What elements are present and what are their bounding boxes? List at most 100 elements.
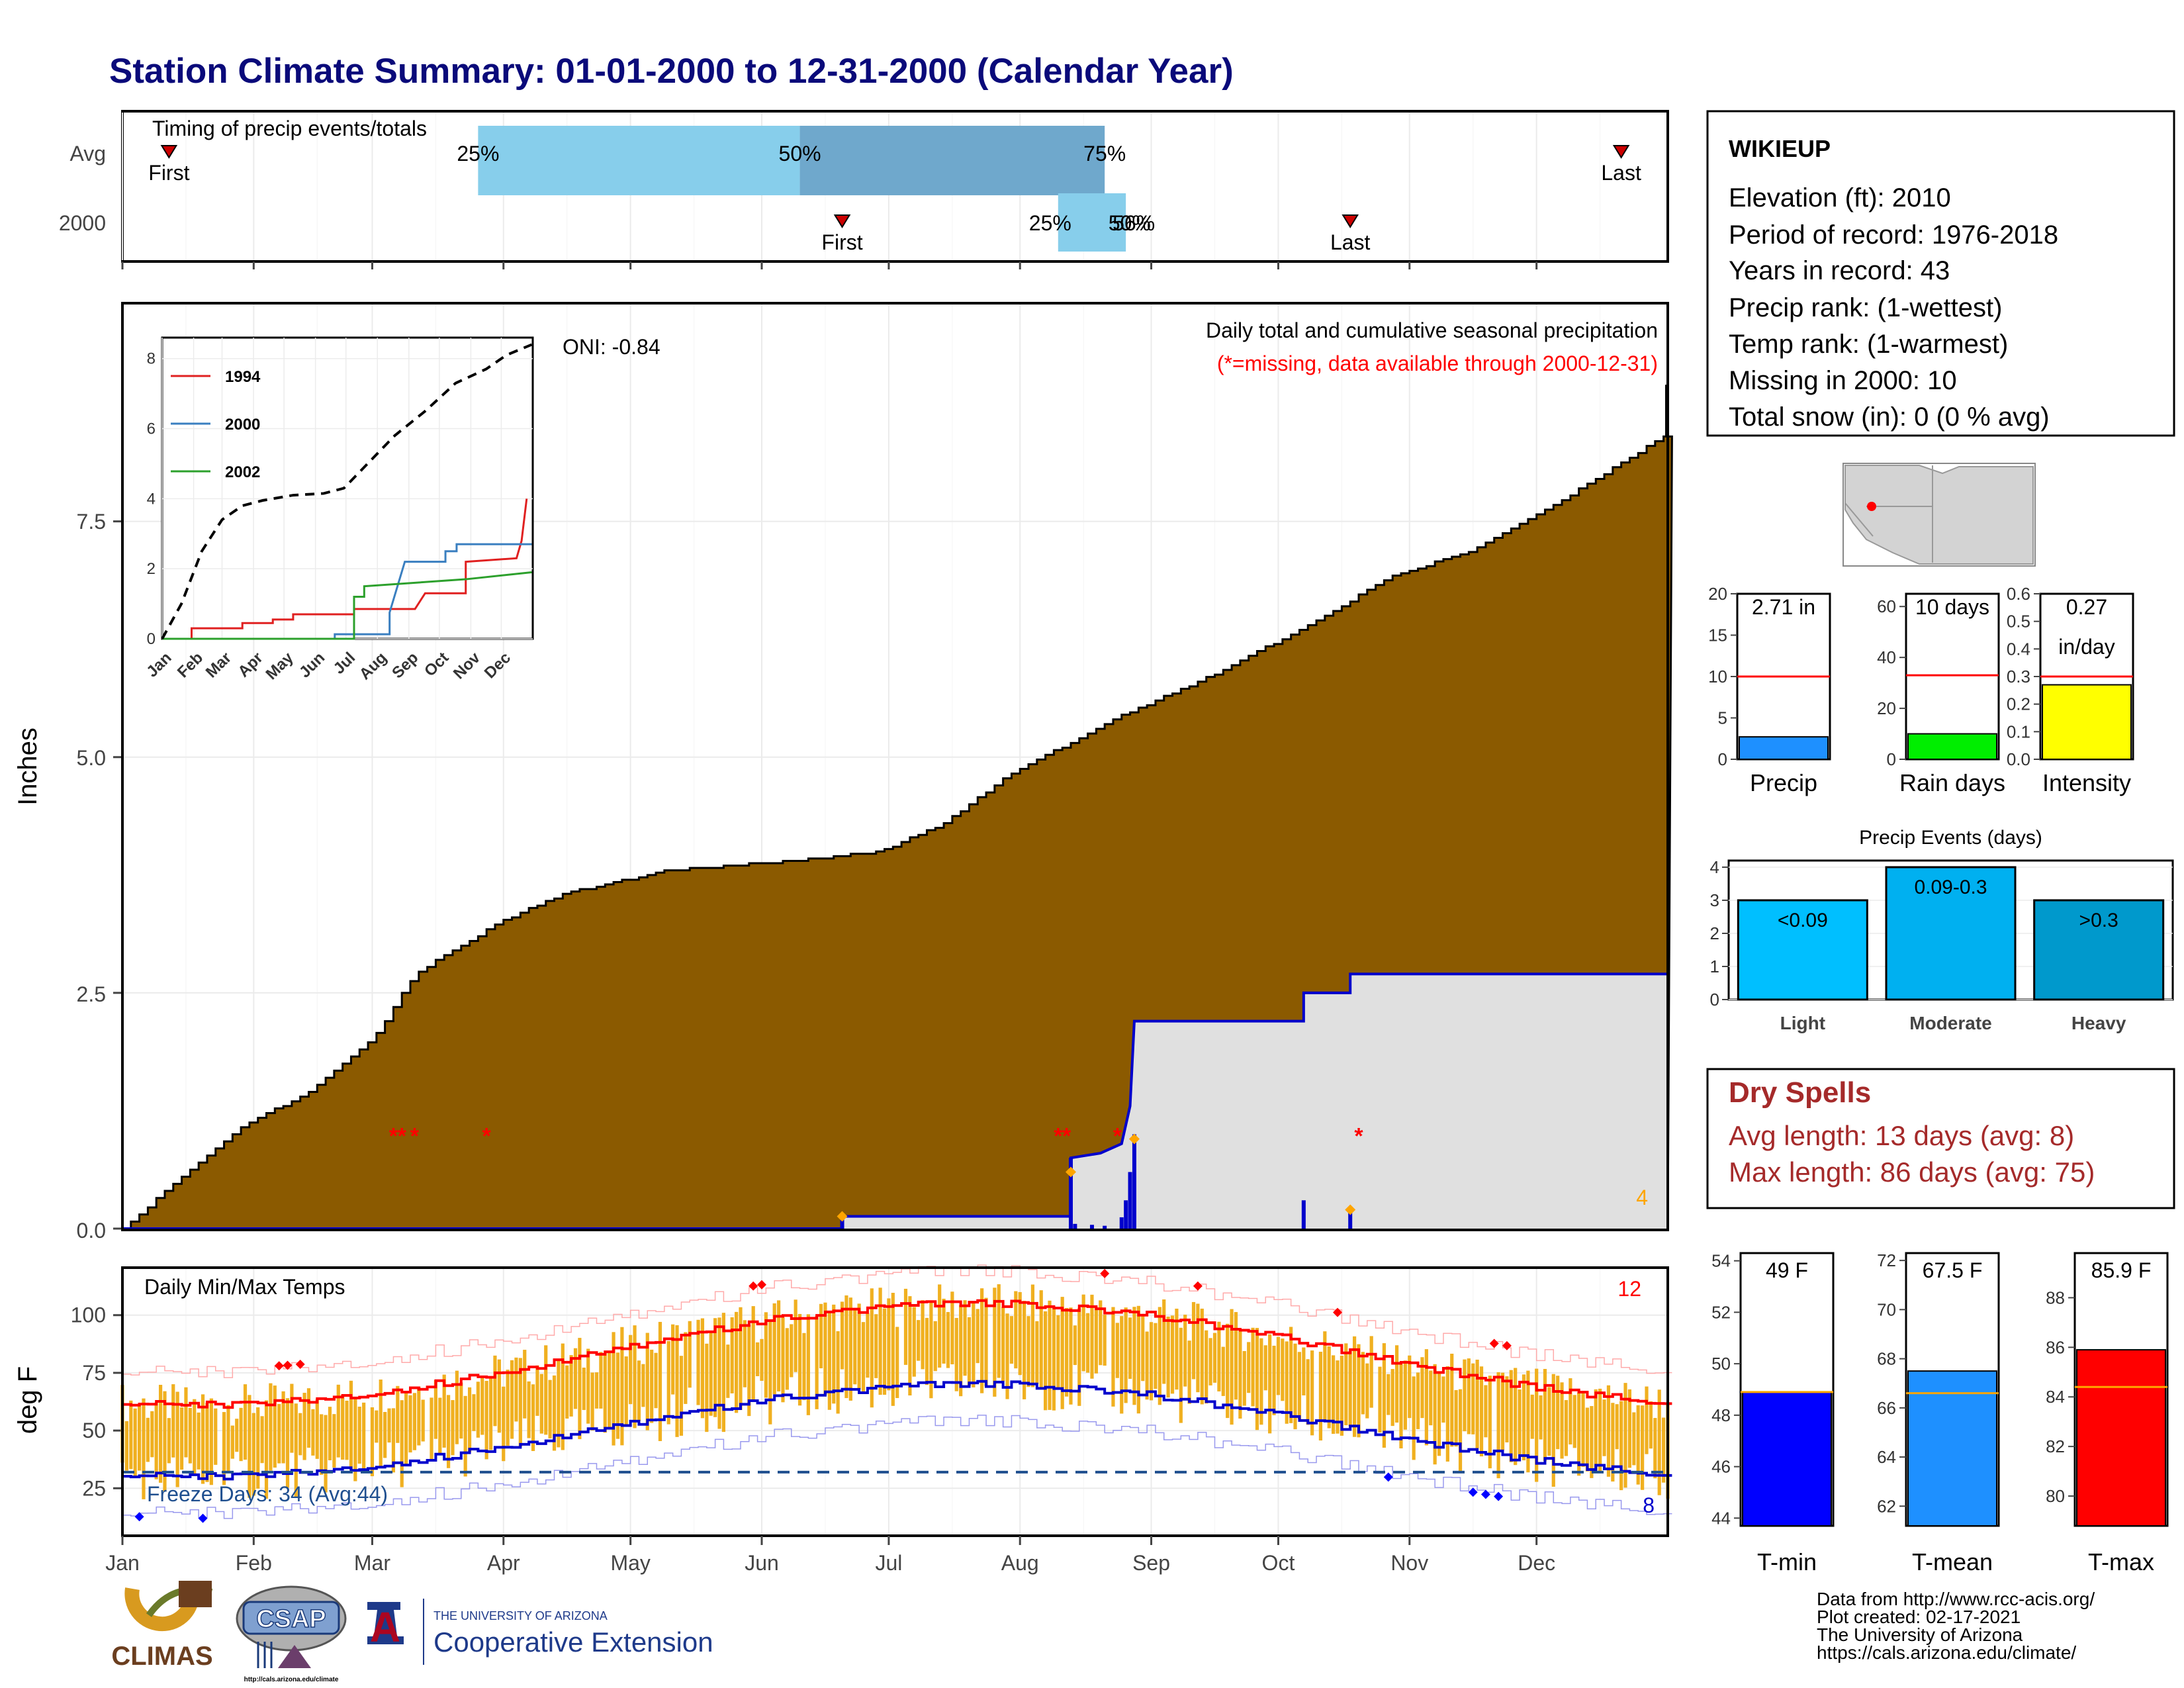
daily-temp-bar [705, 1343, 709, 1432]
credit-line-3: https://cals.arizona.edu/climate/ [1817, 1642, 2076, 1663]
daily-temp-bar [688, 1321, 692, 1388]
daily-temp-bar [1327, 1346, 1331, 1429]
temps-ytick-label: 25 [82, 1476, 106, 1500]
daily-temp-bar [819, 1303, 823, 1369]
daily-temp-bar [1310, 1350, 1314, 1436]
daily-precip-bar [1119, 1217, 1124, 1229]
daily-temp-bar [1026, 1316, 1030, 1387]
timing-2000-last-label: Last [1330, 230, 1371, 254]
daily-temp-bar [1056, 1315, 1060, 1388]
daily-temp-bar [1179, 1327, 1183, 1423]
daily-temp-bar [917, 1320, 921, 1361]
summary-bar-fill [2042, 684, 2132, 760]
daily-temp-bar [1030, 1284, 1035, 1387]
daily-temp-bar [1318, 1352, 1323, 1441]
timing-2000-last-marker [1342, 214, 1359, 228]
summary-bar-tick-label: 20 [1708, 584, 1727, 604]
daily-temp-bar [929, 1301, 933, 1399]
dry-spells-title: Dry Spells [1729, 1076, 1871, 1109]
month-label: Apr [487, 1551, 520, 1575]
daily-temp-bar [790, 1324, 794, 1378]
daily-temp-bar [1641, 1405, 1645, 1490]
daily-temp-bar [751, 1306, 755, 1400]
temps-ylabel: deg F [13, 1366, 42, 1434]
daily-temp-bar [772, 1303, 776, 1395]
daily-temp-bar [467, 1387, 472, 1452]
daily-temp-bar [925, 1317, 929, 1385]
daily-temp-bar [201, 1394, 205, 1484]
daily-temp-bar [650, 1349, 654, 1423]
ua-big-text: Cooperative Extension [433, 1626, 713, 1658]
daily-temp-bar [735, 1311, 739, 1413]
daily-temp-bar [1136, 1305, 1140, 1414]
temp-bar-tick-label: 52 [1711, 1302, 1731, 1322]
daily-temp-bar [755, 1342, 760, 1376]
daily-temp-bar [984, 1297, 988, 1387]
daily-temp-bar [154, 1402, 158, 1479]
record-high-marker [749, 1281, 758, 1291]
daily-temp-bar [1539, 1395, 1543, 1440]
inset-ytick-label: 2 [147, 560, 156, 578]
station-line-1: Period of record: 1976-2018 [1729, 220, 2058, 250]
daily-temp-bar [548, 1380, 552, 1438]
daily-temp-bar [942, 1298, 946, 1364]
daily-temp-bar [235, 1419, 239, 1452]
temp-bar-tick-label: 44 [1711, 1508, 1731, 1528]
daily-temp-bar [1200, 1308, 1204, 1405]
daily-temp-bar [171, 1384, 175, 1458]
daily-temp-bar [823, 1302, 827, 1395]
daily-temp-bar [1416, 1372, 1420, 1429]
temps-count-max: 12 [1617, 1277, 1641, 1301]
daily-temp-bar [1103, 1315, 1107, 1366]
daily-precip-bar [1128, 1172, 1132, 1229]
daily-temp-bar [430, 1397, 433, 1460]
temps-title: Daily Min/Max Temps [144, 1275, 345, 1299]
events-bar-label: <0.09 [1778, 910, 1828, 931]
daily-temp-bar [1636, 1405, 1640, 1485]
temp-bar-label: T-max [2088, 1548, 2154, 1575]
daily-temp-bar [514, 1357, 518, 1422]
daily-temp-bar [709, 1333, 713, 1416]
record-low-marker [1383, 1472, 1393, 1482]
record-low-marker [1468, 1487, 1478, 1497]
events-bar [2033, 899, 2165, 1001]
summary-bar-value: 10 days [1915, 595, 1989, 619]
daily-temp-bar [264, 1400, 269, 1499]
daily-precip-bar [1348, 1209, 1353, 1229]
daily-temp-bar [1585, 1407, 1590, 1472]
daily-temp-bar [1306, 1359, 1310, 1425]
daily-temp-bar [1627, 1389, 1632, 1468]
daily-temp-bar [675, 1325, 679, 1437]
timing-avg-last-label: Last [1601, 161, 1641, 185]
event-marker [1345, 1204, 1356, 1215]
summary-bar-tick-label: 0 [1887, 749, 1896, 769]
events-category-label: Heavy [2071, 1013, 2126, 1033]
daily-temp-bar [1369, 1336, 1373, 1408]
daily-temp-bar [781, 1317, 785, 1403]
daily-temp-bar [641, 1364, 645, 1407]
daily-temp-bar [239, 1407, 243, 1462]
temps-count-min: 8 [1643, 1493, 1655, 1517]
daily-temp-bar [1158, 1307, 1161, 1405]
daily-temp-bar [1454, 1389, 1458, 1447]
daily-temp-bar [1035, 1321, 1039, 1384]
daily-precip-bar [1089, 1225, 1094, 1229]
summary-bar-tick-label: 0.0 [2007, 749, 2030, 769]
daily-temp-bar [776, 1300, 781, 1391]
daily-temp-bar [1348, 1351, 1352, 1427]
daily-temp-bar [967, 1317, 972, 1386]
station-line-0: Elevation (ft): 2010 [1729, 183, 1951, 212]
daily-temp-bar [1281, 1338, 1285, 1401]
station-location-dot [1867, 502, 1876, 511]
daily-temp-bar [455, 1370, 459, 1444]
daily-temp-bar [1154, 1323, 1158, 1389]
record-low-marker [1480, 1489, 1490, 1499]
daily-temp-bar [1514, 1368, 1518, 1466]
daily-temp-bar [1259, 1338, 1263, 1425]
daily-temp-bar [1014, 1291, 1018, 1369]
daily-temp-bar [1594, 1389, 1598, 1471]
summary-bar-tick-label: 0.3 [2007, 667, 2030, 686]
daily-temp-bar [806, 1314, 810, 1415]
daily-temp-bar [1217, 1321, 1221, 1391]
inset-series-line [162, 571, 532, 640]
